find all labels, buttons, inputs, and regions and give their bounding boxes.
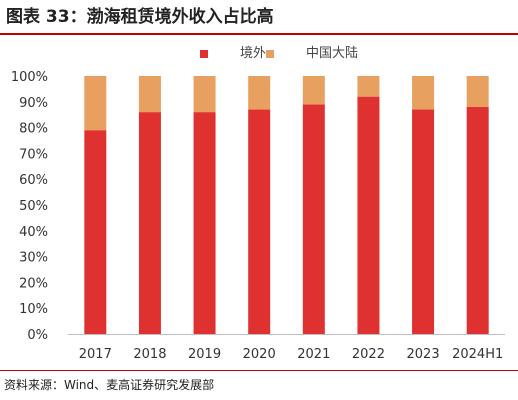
- y-tick-label: 10%: [19, 302, 48, 317]
- bar-mainland-2023: [412, 76, 435, 110]
- bar-mainland-2024H1: [466, 76, 489, 107]
- y-tick-label: 60%: [19, 173, 48, 188]
- x-tick-label: 2018: [133, 347, 166, 362]
- x-tick-label: 2017: [79, 347, 112, 362]
- bar-mainland-2022: [357, 76, 380, 97]
- bar-overseas-2022: [357, 96, 380, 334]
- bar-overseas-2023: [412, 109, 435, 334]
- footer-divider: [0, 370, 518, 371]
- y-tick-label: 80%: [19, 122, 48, 137]
- y-tick-label: 30%: [19, 251, 48, 266]
- bar-mainland-2018: [138, 76, 161, 113]
- bar-overseas-2024H1: [466, 106, 489, 335]
- y-tick-label: 50%: [19, 199, 48, 214]
- bar-mainland-2021: [302, 76, 325, 105]
- y-tick-label: 20%: [19, 276, 48, 291]
- title-divider: [0, 33, 518, 35]
- x-tick-label: 2019: [188, 347, 221, 362]
- y-tick-label: 100%: [11, 70, 48, 85]
- legend-label-overseas: 境外: [240, 46, 267, 61]
- y-tick-label: 90%: [19, 96, 48, 111]
- bar-mainland-2019: [193, 76, 216, 113]
- x-tick-label: 2022: [352, 347, 385, 362]
- y-axis-labels: 0% 10% 20% 30% 40% 50% 60% 70% 80% 90% 100%: [11, 70, 48, 343]
- chart-title: 图表 33：渤海租赁境外收入占比高: [6, 7, 274, 27]
- legend-item-overseas: 境外: [200, 44, 280, 64]
- x-tick-label: 2024H1: [452, 347, 503, 362]
- chart-legend: 境外 中国大陆: [0, 44, 518, 64]
- bar-mainland-2020: [248, 76, 271, 110]
- legend-swatch-overseas: [200, 50, 208, 58]
- legend-label-mainland: 中国大陆: [306, 46, 359, 61]
- x-tick-label: 2023: [407, 347, 440, 362]
- legend-item-mainland: 中国大陆: [266, 44, 386, 64]
- x-axis-labels: 2017 2018 2019 2020 2021 2022 2023 2024H1: [79, 347, 503, 362]
- bar-overseas-2020: [248, 109, 271, 334]
- bar-overseas-2021: [302, 104, 325, 334]
- bar-overseas-2018: [138, 112, 161, 335]
- bar-overseas-2019: [193, 112, 216, 335]
- y-tick-label: 40%: [19, 225, 48, 240]
- source-note: 资料来源：Wind、麦高证券研究发展部: [4, 378, 215, 392]
- bar-overseas-2017: [84, 130, 107, 334]
- x-tick-label: 2020: [243, 347, 276, 362]
- bar-mainland-2017: [84, 76, 107, 131]
- legend-swatch-mainland: [266, 50, 274, 58]
- y-tick-label: 70%: [19, 147, 48, 162]
- x-tick-label: 2021: [297, 347, 330, 362]
- bar-group: [84, 76, 489, 335]
- y-tick-label: 0%: [27, 328, 48, 343]
